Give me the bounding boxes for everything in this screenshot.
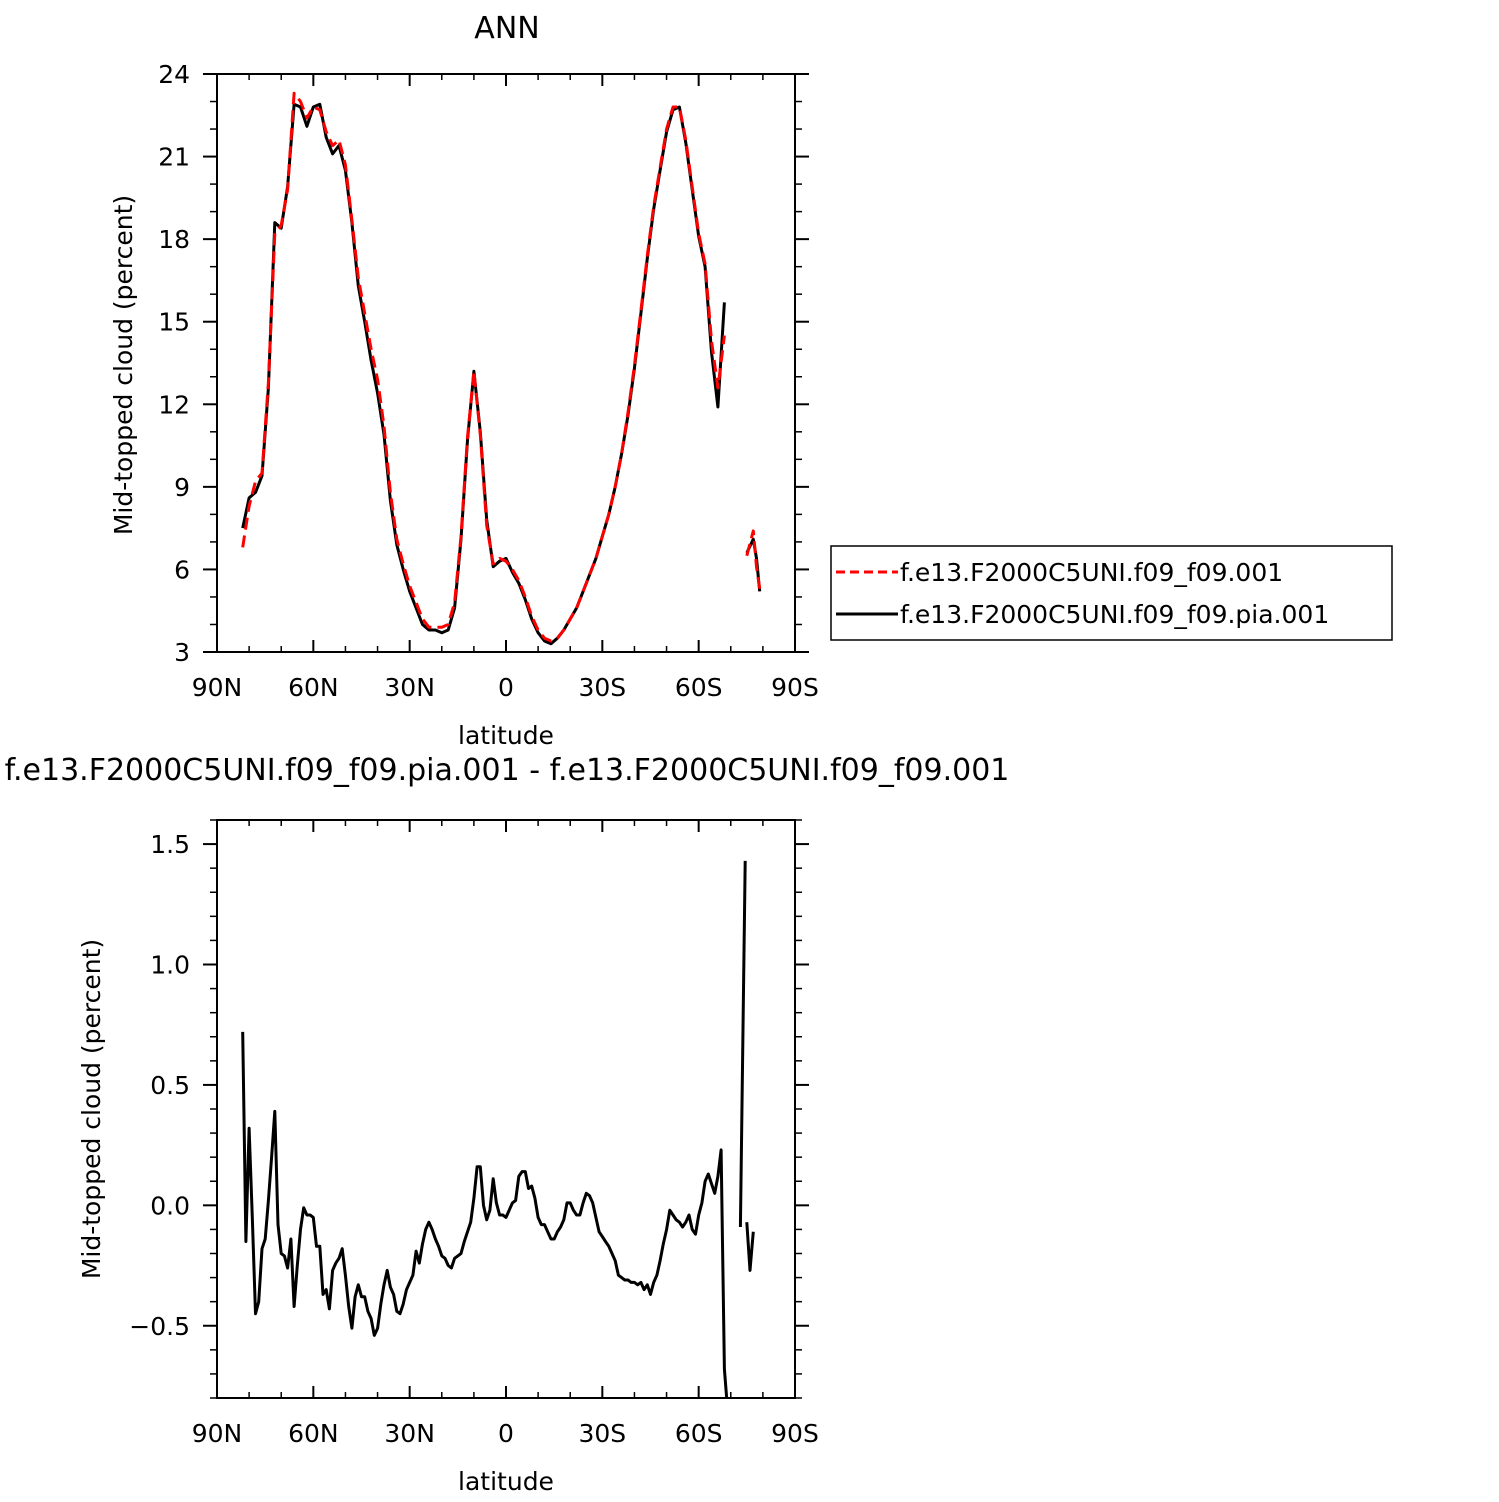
bottom-y-tick-label: 1.0	[150, 951, 190, 980]
top-y-tick-label: 24	[158, 60, 190, 89]
legend-label-series-1: f.e13.F2000C5UNI.f09_f09.001	[900, 558, 1283, 587]
legend: f.e13.F2000C5UNI.f09_f09.001 f.e13.F2000…	[830, 545, 1393, 641]
bottom-x-axis-label: latitude	[458, 1467, 554, 1496]
bottom-y-tick-label: −0.5	[129, 1312, 190, 1341]
bottom-series-line-1	[241, 1031, 729, 1398]
top-chart-title: ANN	[474, 11, 539, 46]
top-panel: ANN 90N 60N 30N 0 30S 60S 90S 3 6 9 12 15 18 21 24 Mid…	[109, 11, 819, 750]
bottom-x-tick-label: 30S	[578, 1419, 626, 1448]
legend-box	[830, 545, 1393, 641]
top-y-tick-label: 21	[158, 143, 190, 172]
bottom-y-tick-label: 0.5	[150, 1071, 190, 1100]
bottom-panel: f.e13.F2000C5UNI.f09_f09.pia.001 - f.e13…	[5, 753, 1010, 1496]
bottom-x-tick-label: 90N	[192, 1419, 243, 1448]
top-series-group	[241, 91, 762, 646]
top-plot-frame	[216, 73, 796, 653]
bottom-x-tick-label: 60S	[675, 1419, 723, 1448]
top-y-tick-label: 9	[174, 473, 190, 502]
bottom-x-tick-label: 60N	[288, 1419, 339, 1448]
top-y-tick-label: 18	[158, 225, 190, 254]
top-x-tick-label: 60N	[288, 673, 339, 702]
top-x-axis-label: latitude	[458, 721, 554, 750]
top-y-tick-label: 6	[174, 555, 190, 584]
top-x-tick-label: 30S	[578, 673, 626, 702]
bottom-y-axis-label: Mid-topped cloud (percent)	[77, 939, 106, 1279]
top-y-tick-label: 12	[158, 390, 190, 419]
bottom-series-group	[241, 860, 755, 1398]
top-series-line-1-segment-1	[745, 529, 762, 589]
top-y-axis-label: Mid-topped cloud (percent)	[109, 195, 138, 535]
bottom-plot-frame	[216, 819, 796, 1399]
top-x-tick-label: 0	[498, 673, 514, 702]
top-y-tick-label: 15	[158, 308, 190, 337]
top-x-tick-label: 30N	[384, 673, 435, 702]
bottom-chart-title: f.e13.F2000C5UNI.f09_f09.pia.001 - f.e13…	[5, 753, 1010, 788]
top-series-line-2	[241, 102, 726, 646]
top-x-tick-label: 90N	[192, 673, 243, 702]
bottom-y-tick-label: 1.5	[150, 830, 190, 859]
legend-label-series-2: f.e13.F2000C5UNI.f09_f09.pia.001	[900, 600, 1329, 629]
bottom-series-line-1-segment-1	[738, 860, 747, 1228]
bottom-series-line-1-segment-2	[745, 1222, 755, 1272]
top-x-tick-label: 90S	[771, 673, 819, 702]
bottom-y-tick-label: 0.0	[150, 1191, 190, 1220]
top-axis-ticks: 90N 60N 30N 0 30S 60S 90S 3 6 9 12 15 18 21 24	[158, 60, 819, 702]
bottom-axis-ticks: 90N 60N 30N 0 30S 60S 90S −0.5 0.0 0.5 1.0 1.5	[129, 819, 819, 1448]
bottom-x-tick-label: 30N	[384, 1419, 435, 1448]
bottom-x-tick-label: 0	[498, 1419, 514, 1448]
top-series-line-1	[241, 91, 726, 643]
bottom-x-tick-label: 90S	[771, 1419, 819, 1448]
top-x-tick-label: 60S	[675, 673, 723, 702]
top-y-tick-label: 3	[174, 638, 190, 667]
